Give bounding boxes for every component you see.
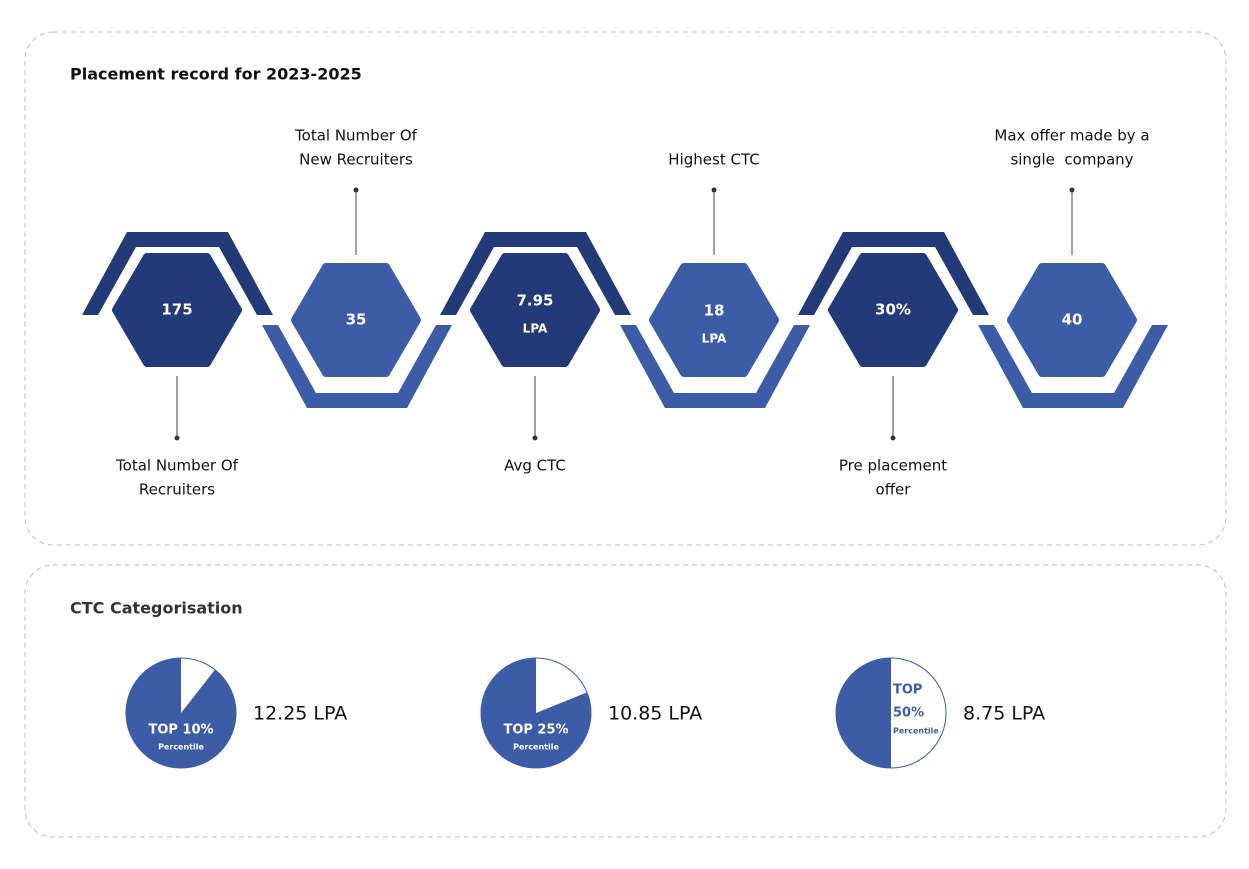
- connector-dot: [890, 435, 896, 441]
- chevron-band: [262, 325, 452, 408]
- ctc-amount: 12.25 LPA: [253, 703, 347, 725]
- ctc-panel: [24, 564, 1227, 838]
- stat-label: Avg CTC: [504, 457, 566, 475]
- stat-label: offer: [876, 481, 912, 499]
- chevron-band: [82, 232, 273, 315]
- hexagon: [112, 253, 242, 367]
- stat-label: Recruiters: [139, 481, 215, 499]
- hexagon: [828, 253, 958, 367]
- pie-sublabel: Percentile: [158, 743, 204, 752]
- connector-dot: [532, 435, 538, 441]
- stat-value: LPA: [523, 322, 548, 336]
- stat-value: 35: [346, 311, 367, 329]
- pie-label: TOP: [893, 683, 922, 698]
- stat-label: Total Number Of: [115, 457, 239, 475]
- ctc-amount: 8.75 LPA: [963, 703, 1045, 725]
- hexagon: [1007, 263, 1137, 377]
- stat-label: Total Number Of: [294, 127, 418, 145]
- pie-slice: [481, 658, 592, 768]
- pie-label: TOP 10%: [148, 723, 213, 738]
- stat-label: New Recruiters: [299, 151, 413, 169]
- hexagon: [291, 263, 421, 377]
- placement-panel: [24, 31, 1227, 546]
- chevron-band: [978, 325, 1168, 408]
- placement-title: Placement record for 2023-2025: [70, 65, 362, 84]
- stat-value: 30%: [875, 301, 911, 319]
- ctc-title: CTC Categorisation: [70, 599, 243, 618]
- connector-dot: [353, 187, 359, 193]
- hexagon: [470, 253, 600, 367]
- stat-label: Pre placement: [839, 457, 947, 475]
- stat-label: Max offer made by a: [994, 127, 1149, 145]
- stat-value: 7.95: [516, 292, 553, 310]
- stat-value: 40: [1062, 311, 1083, 329]
- ctc-amount: 10.85 LPA: [608, 703, 702, 725]
- pie: [835, 657, 947, 769]
- pie-slice: [125, 658, 236, 768]
- stat-label: single company: [1010, 151, 1133, 169]
- pie: [480, 657, 592, 769]
- chevron-band: [620, 325, 810, 408]
- stat-value: 18: [704, 302, 725, 320]
- chevron-band: [440, 232, 631, 315]
- chevron-band: [798, 232, 989, 315]
- hexagon: [649, 263, 779, 377]
- stat-value: LPA: [702, 332, 727, 346]
- pie-slice: [836, 658, 891, 768]
- stat-label: Highest CTC: [668, 151, 759, 169]
- pie-sublabel: Percentile: [513, 743, 559, 752]
- connector-dot: [711, 187, 717, 193]
- pie-sublabel: Percentile: [893, 727, 939, 736]
- stat-value: 175: [161, 301, 192, 319]
- connector-dot: [174, 435, 180, 441]
- connector-dot: [1069, 187, 1075, 193]
- pie-label: TOP 25%: [503, 723, 568, 738]
- pie-label: 50%: [893, 706, 924, 721]
- pie: [125, 657, 237, 769]
